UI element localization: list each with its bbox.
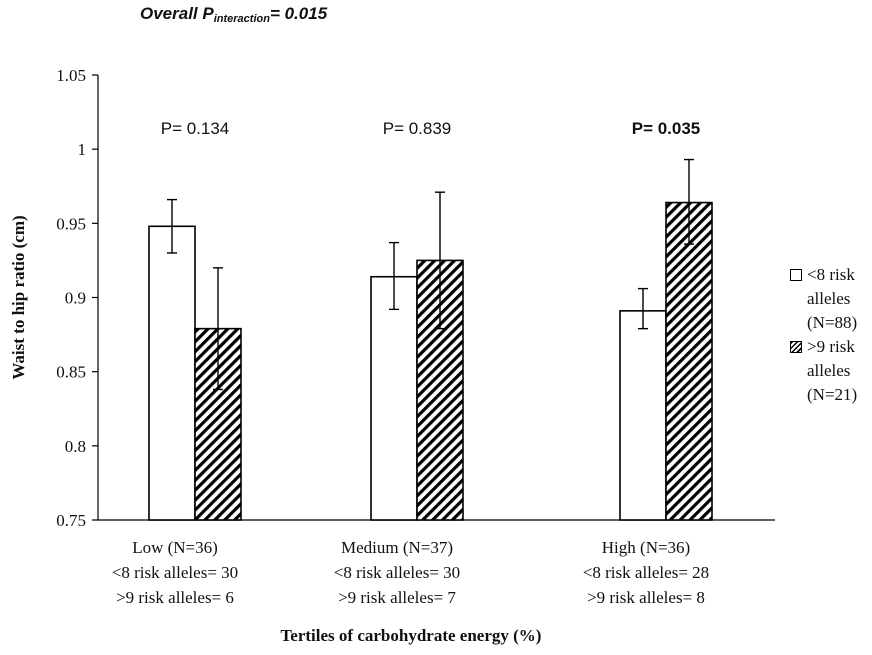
x-tick-label: Low (N=36) [132, 538, 218, 557]
x-tick-label: <8 risk alleles= 30 [112, 563, 238, 582]
legend-label: <8 risk alleles (N=88) [807, 265, 858, 332]
x-tick-label: >9 risk alleles= 7 [338, 588, 456, 607]
x-tick-label: >9 risk alleles= 8 [587, 588, 705, 607]
x-tick-label: High (N=36) [602, 538, 690, 557]
legend-swatch-hatched [790, 341, 802, 353]
x-axis-label: Tertiles of carbohydrate energy (%) [281, 626, 542, 645]
legend-label: >9 risk alleles (N=21) [807, 337, 858, 404]
x-tick-label: Medium (N=37) [341, 538, 453, 557]
x-tick-label: >9 risk alleles= 6 [116, 588, 234, 607]
y-tick-label: 1.05 [56, 66, 86, 85]
y-tick-label: 0.95 [56, 214, 86, 233]
chart-title: Overall Pinteraction= 0.015 [140, 4, 328, 25]
p-value-label: P= 0.134 [161, 119, 230, 138]
legend-swatch-white [790, 269, 802, 281]
bar-hatched [665, 201, 713, 521]
legend: <8 risk alleles (N=88) >9 risk alleles (N=21… [790, 263, 872, 407]
legend-entry-low-risk: <8 risk alleles (N=88) [790, 263, 872, 335]
legend-entry-high-risk: >9 risk alleles (N=21) [790, 335, 872, 407]
y-axis-label: Waist to hip ratio (cm) [9, 215, 28, 379]
y-tick-label: 1 [78, 140, 87, 159]
bar-white [148, 225, 196, 521]
y-tick-label: 0.85 [56, 363, 86, 382]
y-tick-label: 0.8 [65, 437, 86, 456]
x-tick-label: <8 risk alleles= 28 [583, 563, 709, 582]
y-tick-label: 0.9 [65, 289, 86, 308]
y-tick-label: 0.75 [56, 511, 86, 530]
bar-white [370, 275, 418, 521]
p-value-label: P= 0.839 [383, 119, 452, 138]
p-value-label: P= 0.035 [632, 119, 701, 138]
x-tick-label: <8 risk alleles= 30 [334, 563, 460, 582]
bar-white [619, 310, 667, 521]
